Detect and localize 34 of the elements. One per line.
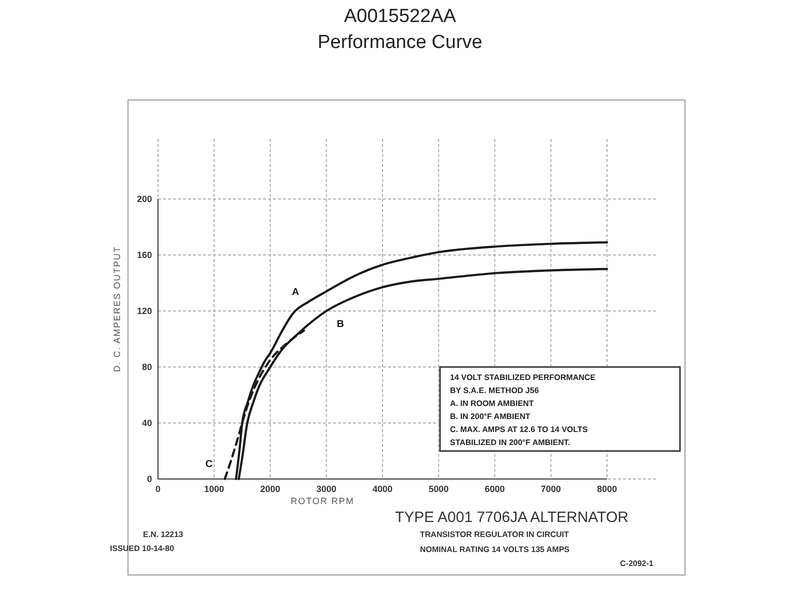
- y-tick-label: 40: [142, 418, 152, 428]
- chart-title: A0015522AA: [344, 6, 456, 27]
- y-tick-label: 200: [136, 194, 152, 204]
- text: TRANSISTOR REGULATOR IN CIRCUIT: [420, 530, 570, 539]
- text: ISSUED 10-14-80: [110, 544, 175, 553]
- x-tick-label: 3000: [316, 484, 336, 494]
- text: NOMINAL RATING 14 VOLTS 135 AMPS: [420, 545, 570, 554]
- y-tick-label: 0: [146, 474, 152, 484]
- x-tick-label: 5000: [428, 484, 449, 494]
- series-label: A: [292, 287, 300, 298]
- y-axis-title: D. C. AMPERES OUTPUT: [112, 246, 122, 372]
- x-tick-label: 2000: [260, 484, 280, 494]
- text: C-2092-1: [620, 559, 654, 568]
- series-label: B: [336, 319, 344, 330]
- annotation: 14 VOLT STABILIZED PERFORMANCE: [450, 373, 596, 382]
- y-tick-label: 80: [142, 362, 152, 372]
- x-axis-title: ROTOR RPM: [290, 496, 354, 506]
- series-label: C: [205, 458, 213, 470]
- x-tick-label: 7000: [540, 484, 561, 494]
- annotation: A. IN ROOM AMBIENT: [450, 399, 534, 408]
- x-tick-label: 4000: [372, 484, 393, 494]
- x-tick-label: 6000: [484, 484, 505, 494]
- text: E.N. 12213: [143, 530, 184, 539]
- text: TYPE A001 7706JA ALTERNATOR: [395, 509, 629, 526]
- x-tick-label: 0: [155, 484, 161, 494]
- annotation: B. IN 200°F AMBIENT: [450, 412, 530, 421]
- y-tick-label: 160: [136, 250, 152, 260]
- x-tick-label: 8000: [596, 484, 618, 494]
- annotation: C. MAX. AMPS AT 12.6 TO 14 VOLTS: [450, 425, 588, 434]
- y-tick-label: 120: [136, 306, 152, 316]
- chart-subtitle: Performance Curve: [318, 32, 482, 53]
- x-tick-label: 1000: [204, 484, 224, 494]
- annotation: BY S.A.E. METHOD J56: [450, 386, 540, 395]
- annotation: STABILIZED IN 200°F AMBIENT.: [450, 438, 570, 447]
